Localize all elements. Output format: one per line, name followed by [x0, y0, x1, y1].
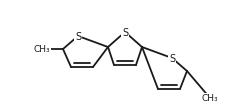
- Text: CH₃: CH₃: [202, 94, 218, 103]
- Text: S: S: [122, 28, 128, 38]
- Text: S: S: [75, 32, 81, 42]
- Text: S: S: [169, 54, 175, 63]
- Text: CH₃: CH₃: [34, 45, 50, 54]
